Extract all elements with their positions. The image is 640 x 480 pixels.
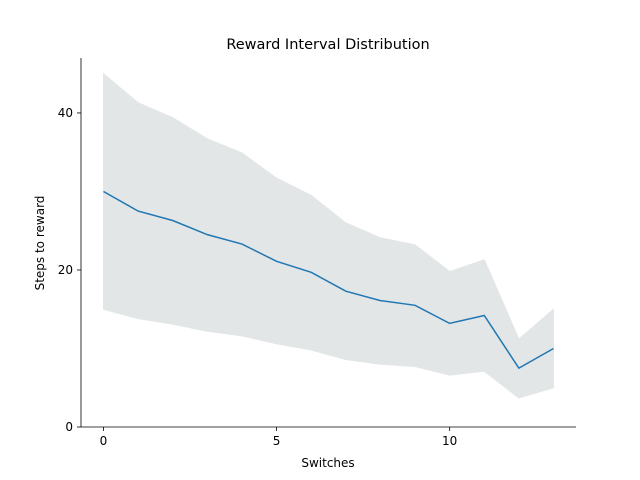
x-tick-label: 10 — [442, 434, 457, 448]
x-tick-label: 5 — [273, 434, 281, 448]
chart-title: Reward Interval Distribution — [226, 37, 429, 53]
series-line — [103, 190, 554, 370]
x-tick-label: 0 — [100, 434, 108, 448]
y-tick-label: 20 — [58, 263, 73, 277]
y-axis-label: Steps to reward — [33, 196, 47, 291]
y-tick-label: 40 — [58, 106, 73, 120]
y-axis-ticks: 0 20 40 — [58, 106, 81, 434]
x-axis-label: Switches — [301, 456, 354, 470]
x-axis-ticks: 0 5 10 — [100, 427, 457, 448]
y-tick-label: 0 — [65, 420, 73, 434]
plot-area — [103, 72, 554, 399]
spread-band — [103, 72, 554, 399]
